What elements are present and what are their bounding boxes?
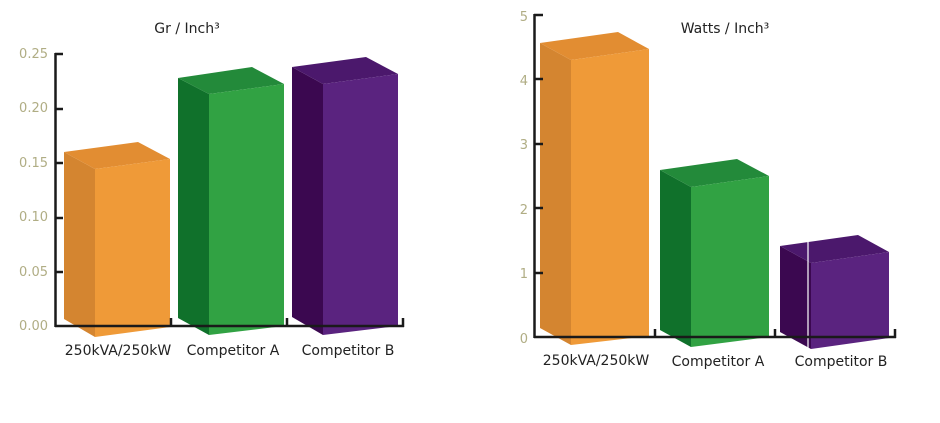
chart-gr-per-inch3: Gr / Inch³ 0.00 0.05 0.10 0.15 0.20 0.25 bbox=[19, 21, 405, 359]
chart-title: Watts / Inch³ bbox=[681, 21, 770, 37]
x-category-label: Competitor A bbox=[187, 343, 280, 359]
y-axis-ticks: 0.00 0.05 0.10 0.15 0.20 0.25 bbox=[19, 47, 48, 334]
y-tick-label: 0 bbox=[520, 332, 528, 347]
y-tick-label: 0.15 bbox=[19, 156, 48, 171]
bar-competitor-a bbox=[178, 67, 284, 335]
bar-250kva bbox=[64, 142, 170, 337]
y-tick-label: 0.25 bbox=[19, 47, 48, 62]
axis-lines bbox=[54, 52, 405, 328]
axis-lines bbox=[533, 13, 897, 339]
x-category-label: 250kVA/250kW bbox=[543, 353, 650, 369]
y-tick-label: 0.05 bbox=[19, 265, 48, 280]
x-category-label: 250kVA/250kW bbox=[65, 343, 172, 359]
y-axis-ticks: 0 1 2 3 4 5 bbox=[520, 10, 528, 347]
y-tick-label: 0.10 bbox=[19, 210, 48, 225]
y-tick-label: 0.00 bbox=[19, 319, 48, 334]
y-tick-label: 4 bbox=[520, 74, 528, 89]
bar-competitor-b bbox=[292, 57, 398, 335]
y-tick-label: 2 bbox=[520, 203, 528, 218]
bar-250kva bbox=[540, 32, 649, 345]
x-category-label: Competitor B bbox=[302, 343, 395, 359]
chart-watts-per-inch3: Watts / Inch³ 0 1 2 3 4 5 bbox=[520, 10, 897, 370]
bar-competitor-b bbox=[780, 235, 889, 349]
x-category-label: Competitor A bbox=[672, 354, 765, 370]
y-tick-label: 0.20 bbox=[19, 101, 48, 116]
y-tick-label: 5 bbox=[520, 10, 528, 25]
bar-competitor-a bbox=[660, 159, 769, 347]
x-category-label: Competitor B bbox=[795, 354, 888, 370]
chart-title: Gr / Inch³ bbox=[154, 21, 219, 37]
y-tick-label: 3 bbox=[520, 138, 528, 153]
y-tick-label: 1 bbox=[520, 267, 528, 282]
